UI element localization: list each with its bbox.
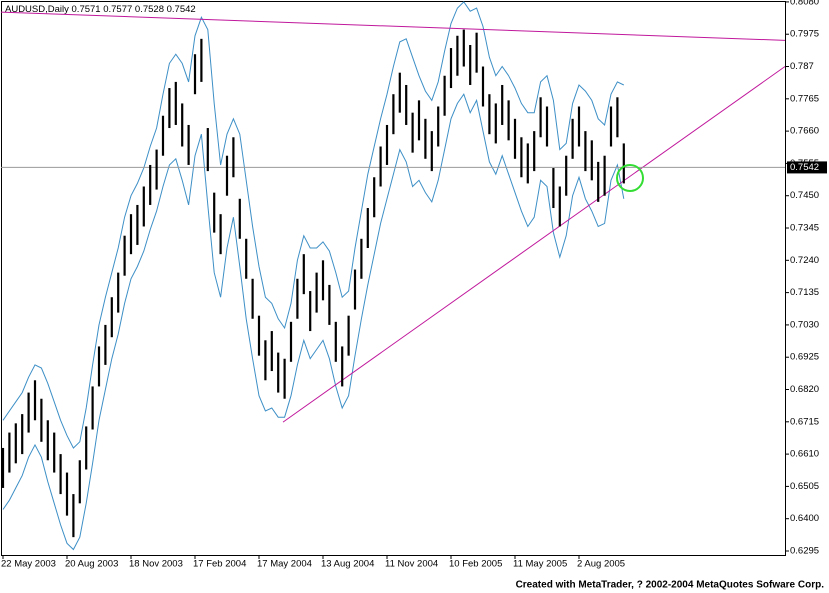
symbol: AUDUSD,Daily <box>5 4 69 15</box>
y-tick-label: 0.787 <box>790 61 814 72</box>
x-tick-label: 11 May 2005 <box>513 559 567 570</box>
y-tick-label: 0.7240 <box>790 255 819 266</box>
y-tick-label: 0.7765 <box>790 93 819 104</box>
x-tick-label: 13 Aug 2004 <box>321 559 374 570</box>
y-tick-label: 0.7030 <box>790 319 819 330</box>
y-tick-label: 0.6505 <box>790 481 819 492</box>
footer: Created with MetaTrader, ? 2002-2004 Met… <box>516 580 825 591</box>
low: 0.7528 <box>135 4 164 15</box>
x-tick-label: 20 Aug 2003 <box>65 559 118 570</box>
y-tick-label: 0.7975 <box>790 29 819 40</box>
y-tick-label: 0.7135 <box>790 287 819 298</box>
y-tick-label: 0.6715 <box>790 416 819 427</box>
plot <box>0 1 786 551</box>
x-tick-label: 17 Feb 2004 <box>193 559 246 570</box>
y-tick-label: 0.6400 <box>790 513 819 524</box>
trendline <box>282 66 786 423</box>
plot-frame <box>1 1 786 556</box>
y-tick-label: 0.8080 <box>790 0 819 7</box>
y-tick-label: 0.7345 <box>790 223 819 234</box>
chart-header: AUDUSD,Daily 0.7571 0.7577 0.7528 0.7542 <box>5 4 196 15</box>
last-price-box <box>787 161 827 174</box>
x-tick-label: 11 Nov 2004 <box>385 559 438 570</box>
x-tick-label: 22 May 2003 <box>1 559 56 570</box>
y-tick-label: 0.6820 <box>790 384 819 395</box>
x-tick-label: 10 Feb 2005 <box>449 559 502 570</box>
bollinger-band <box>2 1 625 449</box>
x-tick-label: 17 May 2004 <box>257 559 312 570</box>
trendline <box>0 11 786 41</box>
x-tick-label: 18 Nov 2003 <box>129 559 183 570</box>
close: 0.7542 <box>167 4 196 15</box>
y-tick-label: 0.6610 <box>790 449 819 460</box>
bollinger-band <box>2 93 625 551</box>
y-tick-label: 0.7450 <box>790 190 819 201</box>
x-tick-label: 2 Aug 2005 <box>577 559 625 570</box>
highlight-circle <box>616 164 644 192</box>
high: 0.7577 <box>103 4 132 15</box>
y-tick-label: 0.6925 <box>790 352 819 363</box>
last-price-label: 0.7542 <box>790 162 819 173</box>
y-tick-label: 0.6295 <box>790 546 819 557</box>
open: 0.7571 <box>72 4 101 15</box>
y-tick-label: 0.7660 <box>790 126 819 137</box>
